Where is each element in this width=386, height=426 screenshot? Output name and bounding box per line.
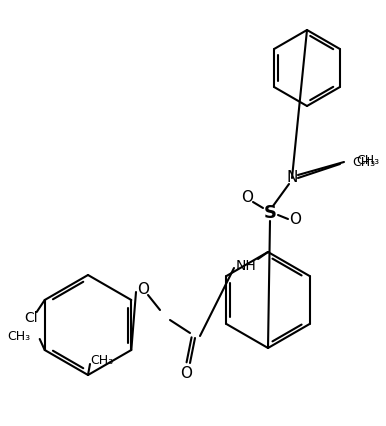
Text: O: O bbox=[289, 213, 301, 227]
Text: CH₃: CH₃ bbox=[8, 329, 31, 343]
Text: NH: NH bbox=[235, 259, 256, 273]
Text: N: N bbox=[286, 170, 298, 185]
Text: O: O bbox=[180, 366, 192, 382]
Text: Cl: Cl bbox=[24, 311, 37, 325]
Text: CH₃: CH₃ bbox=[356, 153, 379, 167]
Text: O: O bbox=[137, 282, 149, 297]
Text: O: O bbox=[241, 190, 253, 204]
Text: CH₃: CH₃ bbox=[90, 354, 113, 368]
Text: S: S bbox=[264, 204, 276, 222]
Text: CH₃: CH₃ bbox=[352, 155, 375, 169]
